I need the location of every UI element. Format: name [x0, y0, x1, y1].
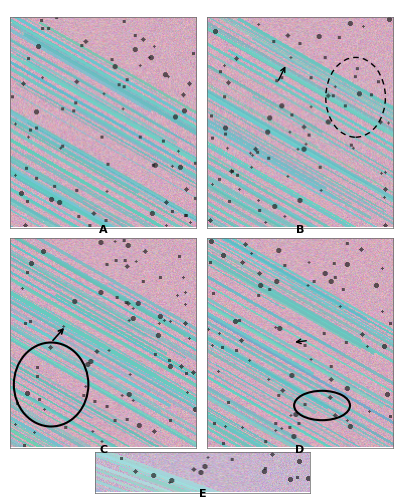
Text: B: B [296, 225, 304, 235]
Text: A: A [99, 225, 108, 235]
Text: D: D [295, 445, 304, 455]
Text: E: E [199, 489, 206, 499]
Text: C: C [99, 445, 107, 455]
